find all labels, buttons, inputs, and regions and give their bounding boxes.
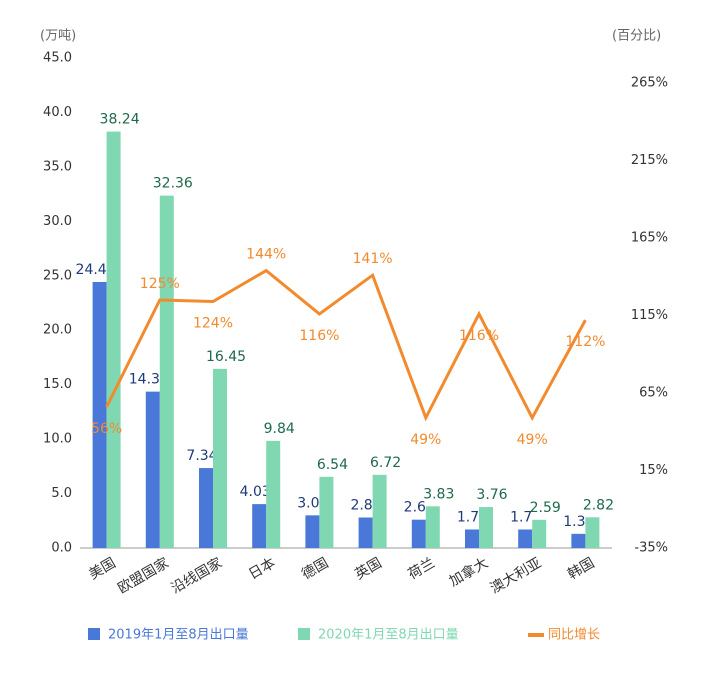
y2-tick-label: -35% [634,541,668,556]
y2-tick-label: 115% [631,308,668,323]
bar [252,504,267,548]
data-label: 116% [299,328,339,344]
data-label: 2.59 [530,500,561,516]
line [105,268,587,422]
x-tick-label: 欧盟国家 [115,554,172,597]
data-label: 144% [246,247,286,263]
x-tick-label: 德国 [299,555,331,583]
data-label: 124% [193,316,233,332]
data-label: 6.54 [317,457,348,473]
bar [159,195,174,548]
data-label: 141% [353,251,393,267]
data-label: 112% [565,334,605,350]
y-tick-label: 10.0 [43,432,72,447]
y2-tick-label: 265% [631,76,668,91]
data-label: 38.24 [100,112,140,128]
data-label: 49% [410,432,441,448]
y-tick-label: 40.0 [43,105,72,120]
bar [358,517,373,548]
data-label: 6.72 [370,455,401,471]
data-label: 3.76 [476,487,507,503]
y-tick-label: 15.0 [43,377,72,392]
data-label: 32.36 [153,176,193,192]
y2-tick-label: 15% [639,463,668,478]
data-label: 9.84 [264,421,295,437]
bar [532,519,547,548]
legend-label: 2020年1月至8月出口量 [318,628,459,643]
y2-tick-label: 165% [631,231,668,246]
data-label: 16.45 [206,349,246,365]
y-axis-label: (万吨) [40,29,76,44]
bar [305,515,320,548]
bar [319,476,334,548]
x-tick-label: 日本 [246,555,278,583]
bar [106,131,121,548]
data-label: 3.83 [423,486,454,502]
x-tick-label: 韩国 [565,555,597,583]
y-tick-label: 20.0 [43,323,72,338]
data-label: 14.36 [129,372,169,388]
data-label: 3.0 [297,495,319,511]
x-tick-label: 加拿大 [446,554,491,590]
bar [92,281,107,548]
bar [145,391,160,548]
legend-label: 同比增长 [548,628,600,643]
y2-axis-label: (百分比) [612,29,661,44]
bar [372,474,387,548]
data-label: 125% [140,276,180,292]
data-label: 49% [517,432,548,448]
data-label: 2.6 [404,500,426,516]
bar [585,517,600,548]
y2-tick-label: 215% [631,153,668,168]
bar [266,440,281,548]
data-label: 24.43 [76,262,116,278]
data-label: 7.34 [186,448,217,464]
data-label: 1.7 [510,509,532,525]
data-label: 116% [459,328,499,344]
bar [479,507,493,548]
legend-swatch [528,633,544,637]
legend-swatch [88,628,100,640]
bar [425,506,440,548]
bar [213,368,227,548]
y-tick-label: 0.0 [51,541,72,556]
y-tick-label: 45.0 [43,51,72,66]
x-tick-label: 美国 [86,555,118,583]
y2-tick-label: 65% [639,386,668,401]
legend-label: 2019年1月至8月出口量 [108,628,249,643]
data-label: 2.8 [350,498,372,514]
x-tick-label: 英国 [352,554,385,583]
y-tick-label: 5.0 [51,486,72,501]
bar [571,533,586,548]
x-tick-label: 澳大利亚 [488,555,544,597]
x-tick-label: 荷兰 [406,555,438,583]
data-label: 2.82 [583,497,614,513]
bar [518,529,533,548]
data-label: 1.7 [457,509,479,525]
legend-swatch [298,628,310,640]
data-label: 4.03 [240,484,271,500]
bar [411,519,426,548]
y-tick-label: 30.0 [43,214,72,229]
bar [465,529,479,548]
bar [199,468,213,548]
data-label: 1.3 [563,514,585,530]
y-tick-label: 25.0 [43,268,72,283]
x-tick-label: 沿线国家 [168,554,225,597]
y-tick-label: 35.0 [43,159,72,174]
data-label: 56% [91,421,122,437]
